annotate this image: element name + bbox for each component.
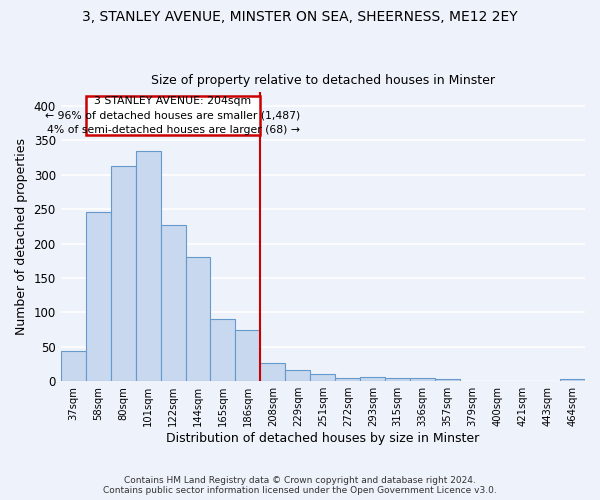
Bar xyxy=(410,378,435,381)
Text: Contains HM Land Registry data © Crown copyright and database right 2024.
Contai: Contains HM Land Registry data © Crown c… xyxy=(103,476,497,495)
Bar xyxy=(161,225,185,381)
Bar xyxy=(86,212,110,381)
Bar xyxy=(136,151,161,381)
Bar xyxy=(335,378,360,381)
FancyBboxPatch shape xyxy=(86,96,260,135)
Bar xyxy=(110,166,136,381)
X-axis label: Distribution of detached houses by size in Minster: Distribution of detached houses by size … xyxy=(166,432,479,445)
Bar xyxy=(560,379,585,381)
Bar xyxy=(310,374,335,381)
Bar xyxy=(211,320,235,381)
Bar xyxy=(260,362,286,381)
Bar xyxy=(385,378,410,381)
Bar xyxy=(235,330,260,381)
Text: 3 STANLEY AVENUE: 204sqm
← 96% of detached houses are smaller (1,487)
4% of semi: 3 STANLEY AVENUE: 204sqm ← 96% of detach… xyxy=(46,96,301,135)
Bar xyxy=(286,370,310,381)
Bar xyxy=(360,377,385,381)
Text: 3, STANLEY AVENUE, MINSTER ON SEA, SHEERNESS, ME12 2EY: 3, STANLEY AVENUE, MINSTER ON SEA, SHEER… xyxy=(82,10,518,24)
Y-axis label: Number of detached properties: Number of detached properties xyxy=(15,138,28,336)
Bar xyxy=(435,379,460,381)
Title: Size of property relative to detached houses in Minster: Size of property relative to detached ho… xyxy=(151,74,495,87)
Bar xyxy=(185,256,211,381)
Bar xyxy=(61,351,86,381)
